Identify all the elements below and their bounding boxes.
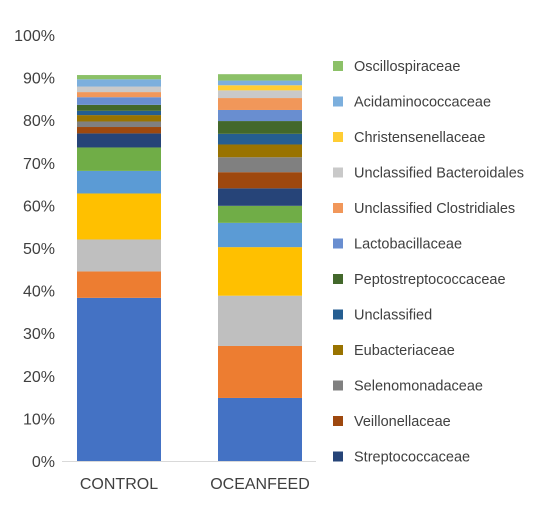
bar-segment-oceanfeed-14 [218,90,302,99]
bar-segment-control-14 [77,86,161,93]
y-tick-label: 90% [23,71,55,88]
bar-segment-oceanfeed-5 [218,205,302,223]
legend-swatch [333,380,343,391]
legend-label: Unclassified [354,308,432,324]
bar-segment-oceanfeed-8 [218,157,302,173]
legend-label: Eubacteriaceae [354,343,455,359]
bar-segment-oceanfeed-11 [218,121,302,134]
legend-swatch [333,238,343,249]
bar-segment-control-3 [77,193,161,240]
legend: Oscillospiraceae Acidaminococcaceae Christ… [333,59,524,466]
bar-segment-oceanfeed-4 [218,222,302,248]
legend-swatch [333,203,343,213]
bars-group [77,74,302,461]
bar-segment-control-1 [77,271,161,298]
y-tick-label: 20% [23,369,55,386]
bar-segment-control-17 [77,75,161,80]
bar-segment-oceanfeed-6 [218,188,302,206]
bar-segment-control-10 [77,110,161,116]
legend-label: Acidaminococcaceae [354,95,491,111]
y-axis: 0% 10% 20% 30% 40% 50% 60% 70% 80% 90% 100% [14,28,55,471]
bar-segment-control-4 [77,170,161,194]
x-axis: CONTROL OCEANFEED [62,461,316,493]
y-tick-label: 30% [23,326,55,343]
legend-swatch [333,96,343,107]
bar-segment-control-8 [77,121,161,128]
legend-label: Unclassified Bacteroidales [354,166,524,182]
bar-segment-oceanfeed-0 [218,397,302,461]
bar-segment-oceanfeed-1 [218,345,302,398]
y-tick-label: 10% [23,411,55,428]
bar-segment-oceanfeed-12 [218,109,302,122]
legend-swatch [333,61,343,71]
x-tick-label: CONTROL [80,476,158,493]
legend-label: Peptostreptococcaceae [354,272,506,288]
legend-label: Oscillospiraceae [354,59,460,75]
y-tick-label: 70% [23,156,55,173]
bar-segment-control-7 [77,127,161,134]
bar-segment-control-0 [77,297,161,461]
legend-label: Selenomonadaceae [354,379,483,395]
bar-segment-control-16 [77,79,161,87]
y-tick-label: 80% [23,113,55,130]
legend-label: Veillonellaceae [354,414,451,430]
y-tick-label: 40% [23,284,55,301]
legend-swatch [333,345,343,355]
legend-swatch [333,167,343,178]
bar-segment-oceanfeed-15 [218,85,302,91]
legend-label: Christensenellaceae [354,130,485,146]
bar-segment-control-2 [77,239,161,272]
y-tick-label: 100% [14,28,55,45]
bar-segment-oceanfeed-13 [218,98,302,110]
x-tick-label: OCEANFEED [210,476,310,493]
bar-segment-control-13 [77,92,161,98]
legend-label: Unclassified Clostridiales [354,201,515,217]
bar-segment-oceanfeed-3 [218,247,302,296]
bar-segment-control-9 [77,115,161,122]
bar-segment-oceanfeed-16 [218,80,302,86]
bar-segment-control-11 [77,104,161,111]
bar-segment-control-12 [77,97,161,105]
bar-segment-control-6 [77,133,161,148]
legend-swatch [333,132,343,142]
bar-segment-oceanfeed-7 [218,172,302,189]
bar-segment-control-5 [77,147,161,171]
legend-label: Streptococcaceae [354,450,470,466]
legend-swatch [333,451,343,462]
y-tick-label: 60% [23,198,55,215]
bar-segment-oceanfeed-10 [218,133,302,145]
bar-segment-oceanfeed-17 [218,74,302,81]
bar-segment-oceanfeed-2 [218,295,302,346]
y-tick-label: 0% [32,454,55,471]
y-tick-label: 50% [23,241,55,258]
legend-label: Lactobacillaceae [354,237,462,253]
bar-segment-oceanfeed-9 [218,144,302,158]
legend-swatch [333,309,343,320]
legend-swatch [333,416,343,426]
legend-swatch [333,274,343,284]
